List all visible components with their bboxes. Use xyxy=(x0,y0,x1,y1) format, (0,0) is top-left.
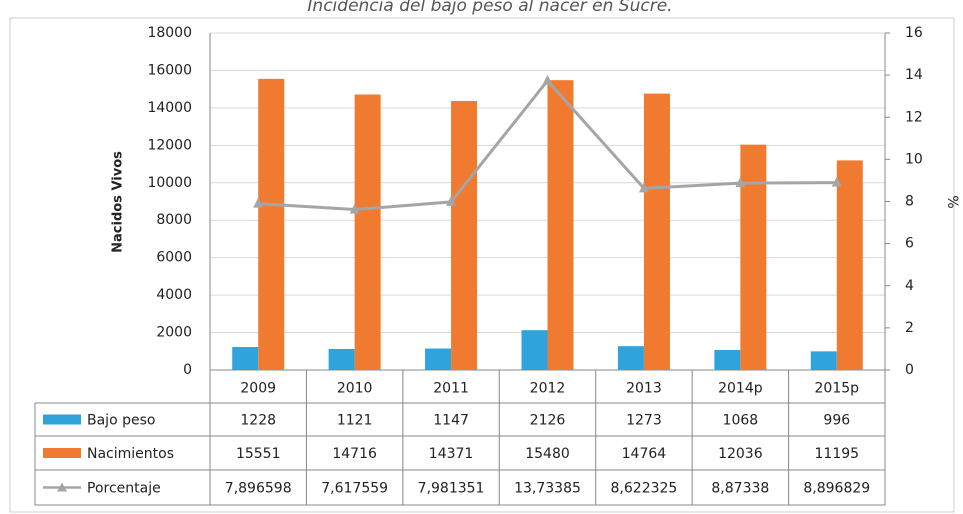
x-tick-label: 2014p xyxy=(718,381,763,397)
chart-title: Incidencia del bajo peso al nacer en Suc… xyxy=(307,0,672,16)
y-tick-label: 0 xyxy=(183,362,192,378)
x-tick-label: 2013 xyxy=(626,381,662,397)
y2-tick-label: 16 xyxy=(905,25,923,41)
x-tick-label: 2011 xyxy=(433,381,469,397)
bar xyxy=(547,80,574,371)
bar xyxy=(521,330,548,370)
bar xyxy=(258,78,285,371)
bar xyxy=(643,93,670,370)
y-tick-label: 16000 xyxy=(147,62,192,78)
table-value: 7,896598 xyxy=(225,481,292,497)
table-value: 13,73385 xyxy=(514,481,581,497)
bar xyxy=(328,349,355,370)
x-tick-label: 2009 xyxy=(240,381,276,397)
table-value: 8,87338 xyxy=(711,481,769,497)
bar xyxy=(425,348,452,370)
y2-tick-label: 14 xyxy=(905,67,923,83)
table-value: 996 xyxy=(823,413,850,429)
table-value: 1147 xyxy=(433,413,469,429)
bar xyxy=(354,94,381,371)
y-tick-label: 6000 xyxy=(156,250,192,266)
y2-tick-label: 4 xyxy=(905,278,914,294)
table-value: 1273 xyxy=(626,413,662,429)
bar xyxy=(451,100,478,371)
bar xyxy=(232,347,259,370)
legend-swatch xyxy=(43,448,81,458)
y2-tick-label: 6 xyxy=(905,236,914,252)
table-value: 1228 xyxy=(240,413,276,429)
table-value: 14371 xyxy=(429,446,474,462)
y2-tick-label: 2 xyxy=(905,320,914,336)
bar xyxy=(740,144,767,370)
table-value: 7,617559 xyxy=(321,481,388,497)
table-value: 1121 xyxy=(337,413,373,429)
y-tick-label: 14000 xyxy=(147,100,192,116)
line-marker xyxy=(446,195,457,206)
bar xyxy=(617,346,644,370)
table-value: 11195 xyxy=(815,446,860,462)
y2-tick-label: 8 xyxy=(905,194,914,210)
table-value: 7,981351 xyxy=(418,481,485,497)
y-tick-label: 12000 xyxy=(147,137,192,153)
table-value: 2126 xyxy=(530,413,566,429)
y-tick-label: 10000 xyxy=(147,175,192,191)
y-axis-label: Nacidos Vivos xyxy=(111,151,126,253)
bar xyxy=(836,160,863,370)
y-tick-label: 4000 xyxy=(156,287,192,303)
line-marker xyxy=(831,176,842,187)
y2-tick-label: 12 xyxy=(905,109,923,125)
x-tick-label: 2010 xyxy=(337,381,373,397)
legend-label: Porcentaje xyxy=(87,481,161,497)
y2-tick-label: 0 xyxy=(905,362,914,378)
line-marker xyxy=(349,203,360,214)
table-value: 8,896829 xyxy=(803,481,870,497)
y2-tick-label: 10 xyxy=(905,151,923,167)
table-value: 12036 xyxy=(718,446,763,462)
y2-axis-label: % xyxy=(944,195,960,208)
line-marker xyxy=(542,74,553,85)
table-value: 14764 xyxy=(622,446,667,462)
bar xyxy=(714,350,741,370)
x-tick-label: 2015p xyxy=(815,381,860,397)
chart-frame xyxy=(9,17,955,513)
y-tick-label: 8000 xyxy=(156,212,192,228)
table-value: 1068 xyxy=(723,413,759,429)
legend-swatch xyxy=(43,414,81,425)
legend-label: Nacimientos xyxy=(87,446,174,462)
line-marker xyxy=(638,182,649,193)
line-marker xyxy=(735,177,746,188)
bar xyxy=(810,351,837,370)
line-marker xyxy=(253,197,264,208)
table-value: 8,622325 xyxy=(611,481,678,497)
legend-label: Bajo peso xyxy=(87,413,155,429)
x-tick-label: 2012 xyxy=(530,381,566,397)
y-tick-label: 18000 xyxy=(147,25,192,41)
y-tick-label: 2000 xyxy=(156,325,192,341)
legend-marker xyxy=(57,482,67,492)
table-value: 15551 xyxy=(236,446,281,462)
table-value: 14716 xyxy=(332,446,377,462)
table-value: 15480 xyxy=(525,446,570,462)
